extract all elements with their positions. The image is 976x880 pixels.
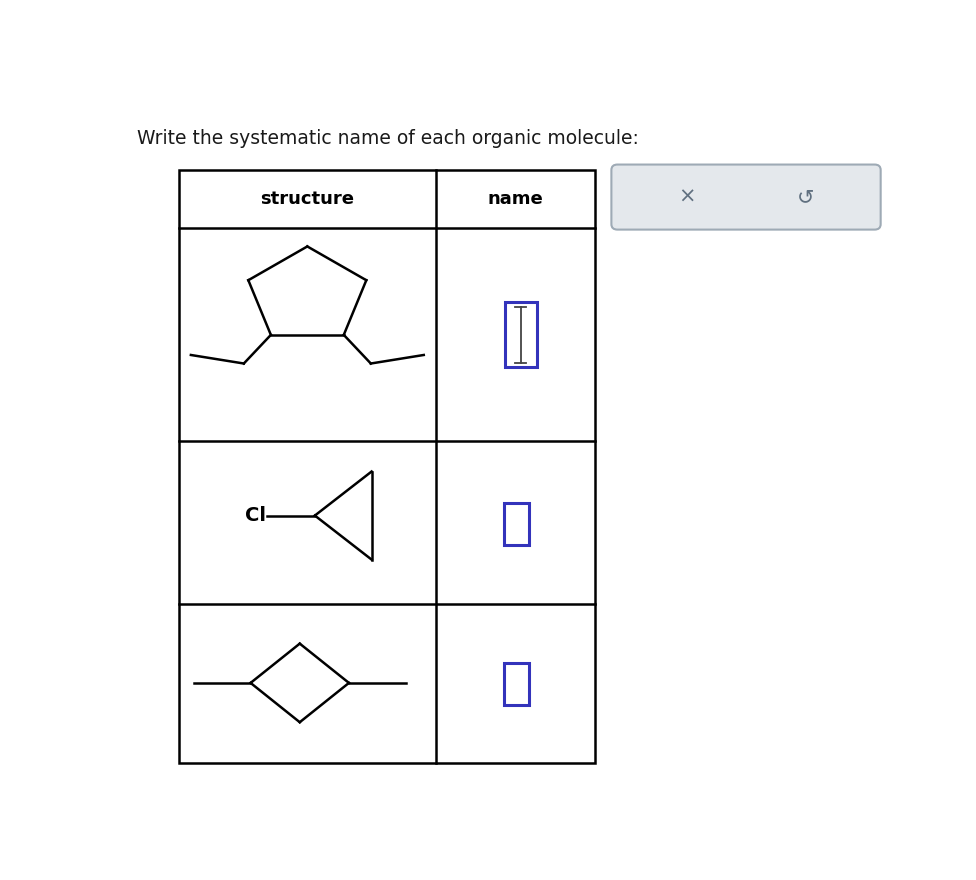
Text: Write the systematic name of each organic molecule:: Write the systematic name of each organi…	[137, 129, 639, 149]
Text: ×: ×	[678, 187, 696, 207]
FancyBboxPatch shape	[611, 165, 880, 230]
Bar	[505, 303, 537, 367]
Text: name: name	[487, 190, 544, 208]
Text: structure: structure	[261, 190, 354, 208]
Bar	[505, 502, 529, 545]
Text: Cl: Cl	[245, 506, 265, 525]
Bar	[179, 170, 594, 763]
Text: ↺: ↺	[796, 187, 814, 207]
Bar	[505, 663, 529, 705]
